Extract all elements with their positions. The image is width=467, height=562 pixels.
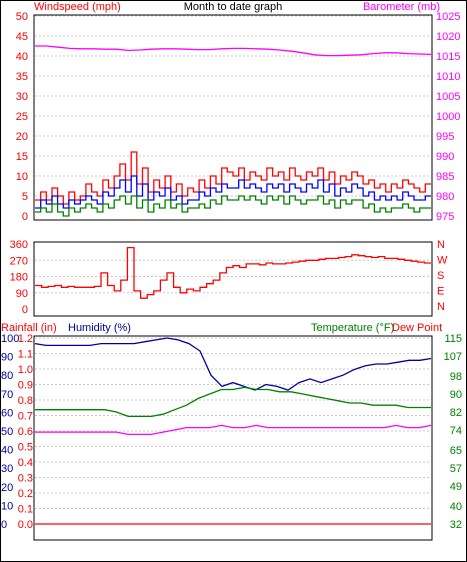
compass-label: N xyxy=(437,301,445,313)
wind-tick-label: 50 xyxy=(16,11,28,23)
temperature-series-line xyxy=(35,386,431,418)
direction-tick-label: 270 xyxy=(10,255,28,267)
humidity-tick-label: 50 xyxy=(1,426,13,438)
rainfall-tick-label: 0.9 xyxy=(18,380,33,392)
rainfall-tick-label: 0.7 xyxy=(18,411,33,423)
page-title: Month to date graph xyxy=(184,1,282,13)
temperature-tick-label: 49 xyxy=(450,481,462,493)
temperature-tick-label: 90 xyxy=(450,389,462,401)
temperature-tick-label: 98 xyxy=(450,371,462,383)
wind-tick-label: 30 xyxy=(16,91,28,103)
humidity-tick-label: 100 xyxy=(1,333,19,345)
rainfall-axis-label: Rainfall (in) xyxy=(1,322,57,334)
humidity-tick-label: 30 xyxy=(1,463,13,475)
humidity-tick-label: 0 xyxy=(1,519,7,531)
rainfall-tick-label: 0.5 xyxy=(18,442,33,454)
low-series-line xyxy=(35,195,431,217)
tick-labels: 0510152025303540455097598098599099510001… xyxy=(1,11,462,531)
temperature-tick-label: 32 xyxy=(450,519,462,531)
direction-panel-frame xyxy=(33,241,433,317)
weather-panel-frame xyxy=(33,335,433,541)
humidity-tick-label: 70 xyxy=(1,389,13,401)
wind-tick-label: 35 xyxy=(16,71,28,83)
temperature-tick-label: 107 xyxy=(444,351,462,363)
temperature-tick-label: 82 xyxy=(450,407,462,419)
wind-tick-label: 40 xyxy=(16,51,28,63)
humidity-tick-label: 60 xyxy=(1,407,13,419)
direction-series-line xyxy=(35,246,431,299)
rainfall-tick-label: 1.2 xyxy=(18,333,33,345)
rainfall-tick-label: 0.2 xyxy=(18,488,33,500)
wind-tick-label: 25 xyxy=(16,111,28,123)
rainfall-tick-label: 1.0 xyxy=(18,364,33,376)
barometer-tick-label: 1025 xyxy=(436,11,460,23)
barometer-tick-label: 1010 xyxy=(436,71,460,83)
wind-panel-frame xyxy=(33,14,433,221)
wind-tick-label: 45 xyxy=(16,31,28,43)
wind-tick-label: 10 xyxy=(16,171,28,183)
humidity-tick-label: 10 xyxy=(1,500,13,512)
temperature-tick-label: 115 xyxy=(444,333,462,345)
windspeed-axis-label: Windspeed (mph) xyxy=(34,1,121,13)
compass-label: E xyxy=(437,286,444,298)
humidity-tick-label: 40 xyxy=(1,445,13,457)
rainfall-tick-label: 0.8 xyxy=(18,395,33,407)
barometer-tick-label: 1000 xyxy=(436,111,460,123)
rainfall-tick-label: 0.4 xyxy=(18,457,33,469)
dewpoint-axis-label: Dew Point xyxy=(392,322,442,334)
compass-label: S xyxy=(437,270,444,282)
wind-tick-label: 20 xyxy=(16,131,28,143)
rainfall-tick-label: 0.6 xyxy=(18,426,33,438)
humidity-tick-label: 90 xyxy=(1,352,13,364)
barometer-tick-label: 980 xyxy=(436,191,454,203)
barometer-tick-label: 1005 xyxy=(436,91,460,103)
barometer-tick-label: 1015 xyxy=(436,51,460,63)
humidity-tick-label: 20 xyxy=(1,482,13,494)
barometer-series-line xyxy=(35,45,432,57)
rainfall-tick-label: 0.1 xyxy=(18,504,33,516)
rainfall-tick-label: 1.1 xyxy=(18,349,33,361)
grid-lines xyxy=(35,15,431,509)
barometer-tick-label: 990 xyxy=(436,151,454,163)
compass-label: W xyxy=(437,255,448,267)
direction-tick-label: 90 xyxy=(16,288,28,300)
wind-tick-label: 0 xyxy=(22,211,28,223)
temperature-axis-label: Temperature (°F) xyxy=(311,322,394,334)
wind-tick-label: 5 xyxy=(22,191,28,203)
barometer-tick-label: 975 xyxy=(436,211,454,223)
direction-tick-label: 180 xyxy=(10,272,28,284)
temperature-tick-label: 65 xyxy=(450,445,462,457)
rainfall-tick-label: 0.3 xyxy=(18,473,33,485)
direction-tick-label: 0 xyxy=(22,304,28,316)
humidity-series-line xyxy=(34,337,432,391)
barometer-axis-label: Barometer (mb) xyxy=(363,1,440,13)
temperature-tick-label: 74 xyxy=(450,425,462,437)
barometer-tick-label: 1020 xyxy=(436,31,460,43)
temperature-tick-label: 40 xyxy=(450,501,462,513)
wind-tick-label: 15 xyxy=(16,151,28,163)
temperature-tick-label: 57 xyxy=(450,463,462,475)
compass-label: N xyxy=(437,239,445,251)
rainfall-tick-label: 0.0 xyxy=(18,519,33,531)
humidity-axis-label: Humidity (%) xyxy=(68,322,131,334)
dewpoint-series-line xyxy=(35,424,432,436)
avg-series-line xyxy=(35,175,431,209)
data-series xyxy=(34,45,432,525)
barometer-tick-label: 995 xyxy=(436,131,454,143)
barometer-tick-label: 985 xyxy=(436,171,454,183)
direction-tick-label: 360 xyxy=(10,239,28,251)
humidity-tick-label: 80 xyxy=(1,370,13,382)
